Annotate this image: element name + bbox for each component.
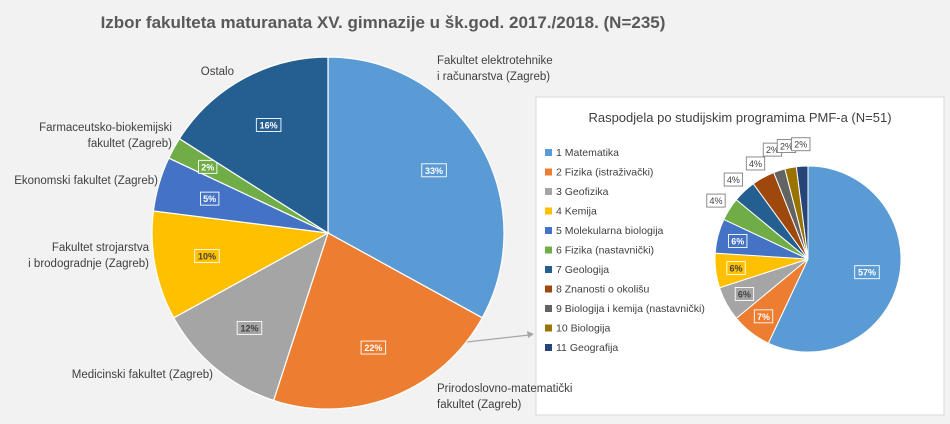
main-slice-label: fakultet (Zagreb): [437, 399, 522, 411]
main-slice-value-box: [421, 163, 447, 178]
inset-slice-value: 6%: [731, 236, 744, 246]
main-slice-value: 12%: [240, 323, 258, 333]
main-slice-value: 16%: [260, 121, 278, 131]
legend-swatch: [545, 188, 552, 195]
inset-slice-value: 7%: [757, 312, 770, 322]
main-slice-value: 10%: [198, 252, 216, 262]
legend-swatch: [545, 266, 552, 273]
legend-swatch: [545, 149, 552, 156]
main-slice-label: fakultet (Zagreb): [88, 138, 173, 150]
main-slice-value-box: [255, 118, 282, 132]
inset-slice-value: 6%: [730, 264, 743, 274]
legend-swatch: [545, 207, 552, 215]
main-slice-label: Medicinski fakultet (Zagreb): [72, 369, 213, 381]
legend-swatch: [545, 324, 552, 332]
inset-slice-value-box: [791, 137, 811, 152]
legend-swatch: [545, 246, 552, 254]
inset-slice-value-box: [726, 261, 746, 276]
main-chart-title: Izbor fakulteta maturanata XV. gimnazije…: [101, 13, 666, 32]
legend-entry: 9 Biologija i kemija (nastavnički): [556, 303, 705, 315]
inset-slice-value-box: [728, 234, 748, 248]
inset-slice-value-box: [706, 193, 726, 208]
main-slice-value: 5%: [203, 194, 216, 204]
inset-slice-value: 2%: [780, 142, 793, 152]
legend-entry: 6 Fizika (nastavnički): [556, 245, 654, 257]
main-slice: [172, 231, 330, 402]
main-slice-value-box: [194, 249, 220, 264]
connector-arrow: [527, 331, 534, 338]
legend-swatch: [545, 227, 552, 234]
legend-swatch: [545, 285, 552, 293]
legend-entry: 1 Matematika: [556, 147, 619, 159]
main-pie: 33% Fakultet elektrotehnike i računarstva …: [14, 55, 572, 411]
main-slice: [151, 210, 330, 319]
main-slice-value-box: [236, 320, 263, 335]
main-slice-value: 2%: [201, 162, 214, 172]
main-slice-label: Farmaceutsko-biokemijski: [39, 122, 172, 134]
main-slice-value-box: [360, 340, 387, 355]
inset-slice-value: 6%: [738, 289, 751, 299]
main-slice: [327, 56, 505, 319]
main-slice: [178, 56, 329, 235]
inset-slice-value-box: [723, 172, 744, 187]
legend-entry: 11 Geografija: [556, 342, 618, 354]
main-slice-value: 33%: [425, 166, 443, 176]
main-slice-label: i brodogradnje (Zagreb): [28, 258, 149, 270]
inset-slice: [795, 165, 809, 260]
main-slice-value-box: [200, 191, 220, 206]
main-slice: [272, 232, 484, 410]
main-slice-label: Ostalo: [201, 66, 234, 78]
legend-swatch: [545, 168, 552, 176]
main-slice-label: Fakultet elektrotehnike: [437, 55, 553, 67]
main-slice-value: 22%: [364, 343, 382, 353]
legend-entry: 2 Fizika (istraživački): [556, 167, 653, 179]
legend-swatch: [545, 305, 552, 312]
inset-slice-value-box: [854, 265, 880, 280]
inset-pie: 57%7%6%6%6%4%4%4%2% 2% 2%: [706, 137, 902, 353]
legend-swatch: [545, 344, 552, 351]
inset-slice-value: 57%: [858, 268, 876, 278]
inset-slice-value: 4%: [727, 175, 740, 185]
main-slice-label: Fakultet strojarstva: [52, 242, 150, 254]
legend-entry: 4 Kemija: [556, 206, 597, 218]
main-slice-label: Ekonomski fakultet (Zagreb): [14, 175, 158, 187]
legend-entry: 8 Znanosti o okolišu: [556, 284, 650, 296]
inset-slice: [767, 165, 902, 353]
inset-chart-title: Raspodjela po studijskim programima PMF-…: [588, 110, 891, 125]
inset-slice-value-box: [753, 309, 774, 324]
main-slice-label: Prirodoslovno-matematički: [437, 383, 573, 395]
inset-slice-value-box: [745, 156, 766, 171]
legend-entry: 10 Biologija: [556, 323, 610, 335]
inset-slice-value: 4%: [709, 196, 722, 206]
legend-entry: 5 Molekularna biologija: [556, 225, 664, 237]
inset-legend: 1 Matematika 2 Fizika (istraživački) 3 Geo…: [545, 147, 705, 354]
inset-slice-value-box: [734, 286, 755, 301]
legend-entry: 3 Geofizika: [556, 186, 609, 198]
legend-entry: 7 Geologija: [556, 264, 609, 276]
inset-slice-value: 4%: [749, 159, 762, 169]
main-slice-label: i računarstva (Zagreb): [437, 71, 550, 83]
main-slice-value-box: [198, 159, 218, 174]
inset-slice-value: 2%: [794, 140, 807, 150]
inset-slice-value: 2%: [766, 145, 779, 155]
